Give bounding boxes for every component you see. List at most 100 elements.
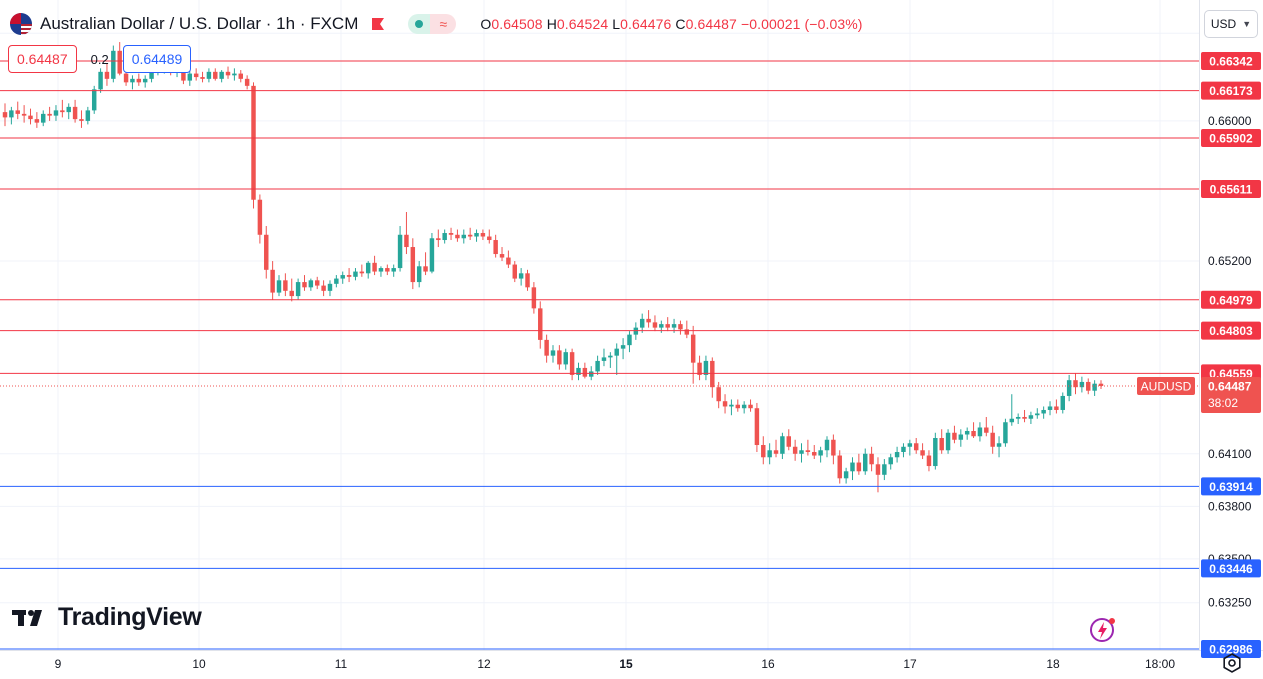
symbol-title[interactable]: Australian Dollar / U.S. Dollar · 1h · F… xyxy=(40,14,359,33)
candle-body xyxy=(66,106,71,113)
candle-body xyxy=(716,387,721,402)
ohlc-high-value: 0.64524 xyxy=(556,16,609,32)
candle-body xyxy=(423,266,428,272)
tradingview-logo-icon xyxy=(12,609,42,626)
chart-header: Australian Dollar / U.S. Dollar · 1h · F… xyxy=(10,10,863,38)
candle-body xyxy=(372,262,377,272)
quote-boxes: 0.64487 0.2 0.64489 xyxy=(8,45,192,73)
candle-body xyxy=(264,234,269,270)
candle-body xyxy=(952,432,957,440)
candle-body xyxy=(238,73,243,79)
resistance-level-badge xyxy=(1201,81,1261,100)
candle-body xyxy=(346,275,352,277)
candles xyxy=(2,42,1104,493)
candle-body xyxy=(327,283,333,291)
candle-body xyxy=(385,268,390,272)
candle-body xyxy=(480,233,486,237)
ohlc-low-value: 0.64476 xyxy=(620,16,672,32)
candle-body xyxy=(283,280,288,291)
level-badge-label: 0.66342 xyxy=(1209,54,1253,68)
candle-body xyxy=(506,257,511,265)
candle-body xyxy=(28,115,33,120)
candle-body xyxy=(321,285,326,291)
candle-body xyxy=(270,269,275,293)
candle-body xyxy=(1066,380,1072,396)
candle-body xyxy=(678,324,683,330)
candle-body xyxy=(302,282,307,288)
candle-body xyxy=(493,240,498,255)
candle-body xyxy=(1079,381,1085,388)
candle-body xyxy=(722,401,728,407)
candle-body xyxy=(767,450,772,458)
approx-icon: ≈ xyxy=(430,14,457,34)
spread-value: 0.2 xyxy=(90,51,109,67)
resistance-level-badge xyxy=(1201,180,1261,199)
candle-body xyxy=(913,443,919,451)
candle-body xyxy=(1073,380,1078,388)
ohlc-change: −0.00021 (−0.03%) xyxy=(740,16,863,32)
candle-body xyxy=(984,427,989,433)
ohlc-open-label: O xyxy=(480,16,492,32)
candle-body xyxy=(735,404,741,409)
candle-body xyxy=(340,275,345,279)
candle-body xyxy=(538,308,543,340)
candle-body xyxy=(926,455,932,467)
candle-body xyxy=(512,264,517,279)
sell-button[interactable]: 0.64487 xyxy=(8,45,77,73)
red-flag-icon[interactable] xyxy=(370,16,386,32)
candle-body xyxy=(525,273,530,288)
symbol-tag xyxy=(1137,376,1195,395)
time-axis[interactable] xyxy=(0,651,1199,679)
australia-flag-icon[interactable] xyxy=(10,13,32,35)
level-badge-label: 0.63914 xyxy=(1209,480,1253,494)
candle-body xyxy=(869,453,874,465)
candle-body xyxy=(1092,383,1097,391)
candle-body xyxy=(289,290,294,297)
candle-body xyxy=(557,350,562,365)
gear-icon[interactable] xyxy=(1221,652,1243,674)
candle-body xyxy=(786,436,791,447)
horizontal-levels xyxy=(0,60,1199,650)
candle-body xyxy=(98,71,103,90)
y-tick-label: 0.65200 xyxy=(1208,254,1252,268)
candle-body xyxy=(232,73,237,76)
candle-body xyxy=(53,110,59,116)
candle-body xyxy=(397,234,403,269)
candle-body xyxy=(780,436,785,454)
indicator-toggle[interactable]: ≈ xyxy=(408,14,457,34)
candle-body xyxy=(467,234,473,237)
resistance-level-badge xyxy=(1201,321,1261,340)
candle-body xyxy=(863,453,868,472)
candle-body xyxy=(792,446,798,454)
currency-label: USD xyxy=(1210,17,1237,31)
candle-body xyxy=(2,112,8,118)
candle-body xyxy=(410,247,416,283)
candle-body xyxy=(576,367,581,375)
candle-body xyxy=(799,450,804,454)
candle-body xyxy=(123,73,129,83)
flash-icon[interactable] xyxy=(1088,616,1118,646)
candle-body xyxy=(831,439,836,456)
candle-body xyxy=(894,452,900,458)
candle-body xyxy=(276,280,282,293)
ohlc-close-value: 0.64487 xyxy=(685,16,737,32)
candle-body xyxy=(448,233,454,235)
candle-body xyxy=(748,404,753,409)
candle-body xyxy=(1054,406,1059,410)
bar-countdown: 38:02 xyxy=(1208,396,1238,410)
x-tick-label: 12 xyxy=(477,657,491,671)
candle-body xyxy=(1035,413,1040,416)
buy-button[interactable]: 0.64489 xyxy=(122,45,192,73)
candle-body xyxy=(251,85,256,200)
candle-body xyxy=(773,450,779,454)
candle-body xyxy=(690,334,696,363)
x-tick-label: 18 xyxy=(1046,657,1060,671)
x-tick-label: 10 xyxy=(192,657,206,671)
candle-body xyxy=(359,271,365,274)
resistance-level-badge xyxy=(1201,51,1261,70)
candle-body xyxy=(353,271,358,277)
currency-select[interactable]: USD ▼ xyxy=(1204,10,1258,38)
x-tick-label: 18:00 xyxy=(1145,657,1175,671)
